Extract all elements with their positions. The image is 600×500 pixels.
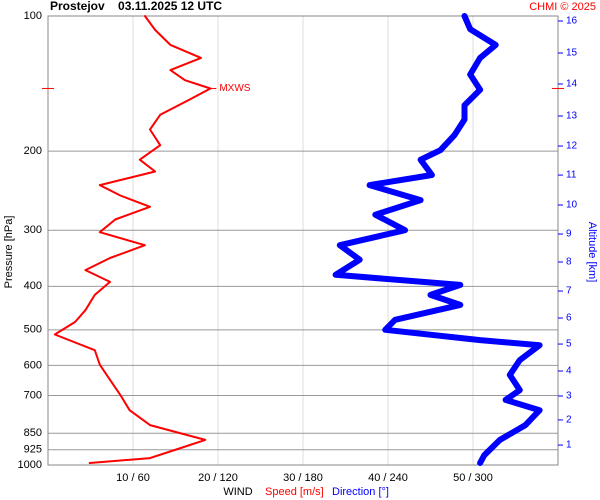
y2-tick-label: 10	[566, 200, 578, 211]
y2-tick-label: 8	[566, 257, 572, 268]
y2-tick-label: 3	[566, 391, 572, 402]
mxws-label: MXWS	[219, 83, 250, 94]
x-tick-label: 30 / 180	[283, 472, 323, 484]
chart-title: Prostejov 03.11.2025 12 UTC	[50, 0, 222, 13]
x-tick-label: 50 / 300	[453, 472, 493, 484]
y2-tick-label: 1	[566, 440, 572, 451]
y-tick-label: 300	[24, 224, 42, 236]
y2-tick-label: 15	[566, 48, 578, 59]
y2-tick-label: 2	[566, 415, 572, 426]
y-tick-label: 700	[24, 389, 42, 401]
y-tick-label: 600	[24, 359, 42, 371]
y2-tick-label: 4	[566, 366, 572, 377]
y-tick-label: 200	[24, 145, 42, 157]
y2-axis-label: Altitude [km]	[586, 222, 598, 283]
y2-tick-label: 12	[566, 141, 578, 152]
y2-tick-label: 14	[566, 79, 578, 90]
y2-tick-label: 7	[566, 286, 572, 297]
legend-entry: Speed [m/s]	[265, 486, 324, 498]
profile-line	[53, 15, 212, 464]
x-tick-label: 10 / 60	[116, 472, 150, 484]
y-tick-label: 100	[24, 10, 42, 22]
plot-frame	[47, 15, 559, 466]
y2-tick-label: 11	[566, 170, 577, 181]
y-tick-label: 500	[24, 324, 42, 336]
y2-tick-label: 5	[566, 339, 572, 350]
y-tick-label: 925	[24, 444, 42, 456]
x-tick-label: 20 / 120	[198, 472, 238, 484]
y-tick-label: 1000	[18, 459, 42, 471]
x-tick-label: 40 / 240	[368, 472, 408, 484]
y-tick-label: 850	[24, 427, 42, 439]
y2-tick-label: 9	[566, 229, 572, 240]
y2-tick-label: 13	[566, 111, 578, 122]
y2-tick-label: 6	[566, 313, 572, 324]
x-axis-label: WIND	[223, 486, 252, 498]
profile-line	[332, 13, 543, 466]
legend-entry: Direction [°]	[332, 486, 389, 498]
y-tick-label: 400	[24, 280, 42, 292]
y2-tick-label: 16	[566, 16, 578, 27]
y-axis-label: Pressure [hPa]	[3, 216, 15, 289]
credit: CHMI © 2025	[529, 1, 596, 13]
